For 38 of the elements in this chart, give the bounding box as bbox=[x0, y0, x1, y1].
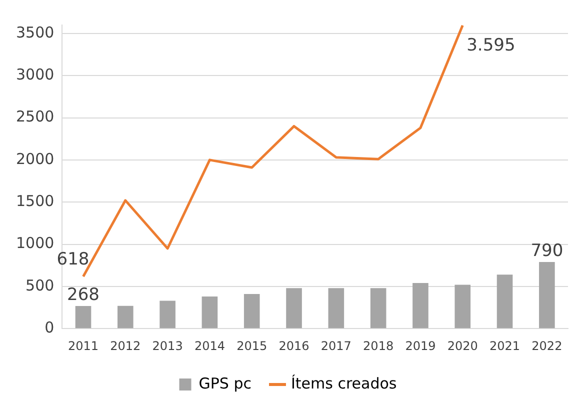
y-tick-label: 1000 bbox=[16, 234, 54, 252]
bar bbox=[412, 283, 428, 328]
y-tick-label: 3500 bbox=[16, 23, 54, 42]
data-label: 3.595 bbox=[466, 35, 516, 56]
bar bbox=[75, 306, 92, 328]
data-label: 790 bbox=[530, 240, 564, 261]
bar bbox=[328, 288, 344, 328]
y-tick-label: 1500 bbox=[16, 192, 54, 210]
x-tick-label: 2019 bbox=[405, 338, 436, 353]
x-tick-label: 2020 bbox=[447, 338, 478, 353]
legend-label: GPS pc bbox=[198, 374, 252, 392]
y-tick-label: 2500 bbox=[16, 108, 54, 126]
y-tick-label: 3000 bbox=[16, 65, 54, 84]
x-tick-label: 2018 bbox=[363, 338, 394, 353]
legend-label: Ítems creados bbox=[290, 374, 397, 392]
y-tick-label: 0 bbox=[44, 318, 54, 336]
x-tick-label: 2015 bbox=[236, 338, 268, 353]
x-tick-label: 2012 bbox=[110, 338, 141, 353]
data-label: 618 bbox=[56, 249, 90, 270]
x-tick-label: 2016 bbox=[278, 338, 310, 353]
x-tick-label: 2014 bbox=[194, 338, 225, 353]
x-tick-label: 2011 bbox=[68, 338, 99, 353]
bar bbox=[244, 294, 260, 328]
bar bbox=[539, 262, 555, 328]
y-tick-label: 500 bbox=[26, 276, 54, 294]
x-tick-label: 2013 bbox=[152, 338, 183, 353]
x-tick-label: 2022 bbox=[532, 338, 562, 353]
bar bbox=[202, 296, 218, 328]
bar bbox=[496, 274, 513, 328]
data-label: 268 bbox=[67, 284, 100, 305]
bar bbox=[160, 300, 176, 328]
bar bbox=[454, 284, 471, 328]
bar bbox=[118, 306, 134, 328]
y-tick-label: 2000 bbox=[16, 150, 54, 168]
bar bbox=[370, 288, 386, 328]
x-tick-label: 2021 bbox=[490, 338, 520, 353]
bar bbox=[286, 288, 302, 328]
x-tick-label: 2017 bbox=[320, 338, 352, 353]
